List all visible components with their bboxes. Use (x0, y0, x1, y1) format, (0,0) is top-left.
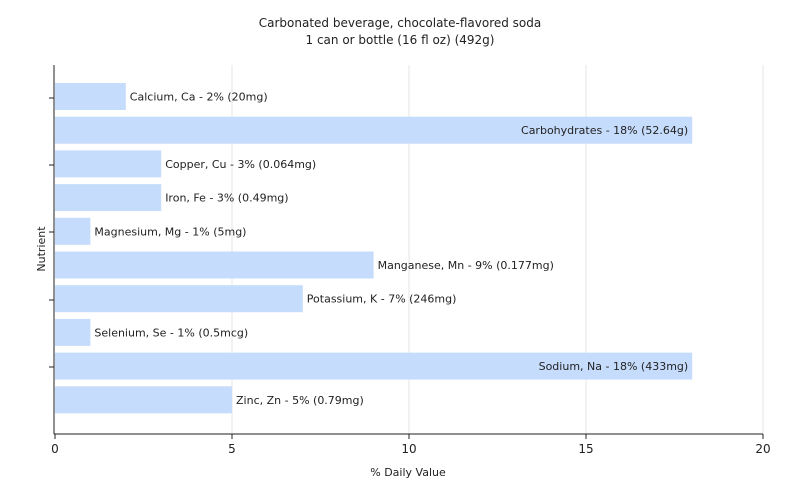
bar-magnesium-mg (55, 217, 91, 245)
bar-selenium-se (55, 318, 91, 346)
y-axis-label: Nutrient (35, 226, 48, 272)
bar-label: Carbohydrates - 18% (52.64g) (521, 124, 688, 137)
bar-carbohydrates (55, 116, 693, 144)
x-tick-label: 15 (578, 442, 593, 456)
bar-label: Zinc, Zn - 5% (0.79mg) (236, 394, 364, 407)
bar-zinc-zn (55, 386, 232, 414)
bar-sodium-na (55, 352, 693, 380)
bar-copper-cu (55, 150, 162, 178)
chart-title: Carbonated beverage, chocolate-flavored … (259, 16, 542, 30)
x-axis-label: % Daily Value (370, 466, 446, 479)
bar-iron-fe (55, 184, 162, 212)
y-axis-ticks (49, 97, 54, 368)
bars (55, 83, 693, 414)
x-axis-ticks: 0 5 10 15 20 (51, 434, 771, 456)
x-tick-label: 5 (228, 442, 236, 456)
bar-label: Sodium, Na - 18% (433mg) (539, 360, 689, 373)
bar-label: Selenium, Se - 1% (0.5mcg) (94, 326, 248, 339)
bar-potassium-k (55, 285, 303, 313)
x-tick-label: 10 (401, 442, 416, 456)
bar-label: Magnesium, Mg - 1% (5mg) (94, 225, 246, 238)
bar-label: Manganese, Mn - 9% (0.177mg) (378, 259, 554, 272)
bar-calcium-ca (55, 83, 126, 110)
x-tick-label: 20 (755, 442, 770, 456)
bar-labels: Calcium, Ca - 2% (20mg) Carbohydrates - 1… (94, 91, 688, 407)
bar-label: Potassium, K - 7% (246mg) (307, 293, 457, 306)
bar-label: Iron, Fe - 3% (0.49mg) (165, 192, 288, 205)
bar-label: Calcium, Ca - 2% (20mg) (130, 91, 268, 104)
x-tick-label: 0 (51, 442, 59, 456)
chart-subtitle: 1 can or bottle (16 fl oz) (492g) (306, 33, 495, 47)
bar-manganese-mn (55, 251, 374, 279)
bar-label: Copper, Cu - 3% (0.064mg) (165, 158, 316, 171)
